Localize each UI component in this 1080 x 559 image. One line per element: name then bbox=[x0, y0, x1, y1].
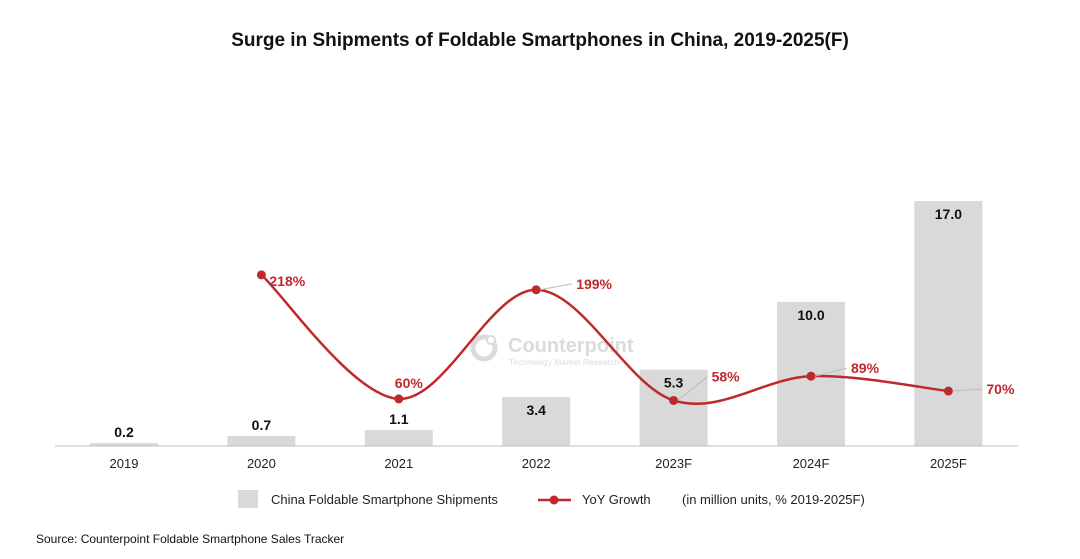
growth-point-2023F bbox=[669, 395, 679, 405]
growth-leader-line bbox=[677, 376, 708, 401]
growth-point-2025F bbox=[943, 386, 953, 396]
units-note: (in million units, % 2019-2025F) bbox=[682, 492, 865, 507]
counterpoint-watermark: Counterpoint Technology Market Research bbox=[470, 334, 634, 367]
bar-2025F bbox=[914, 201, 983, 446]
x-tick-label-2021: 2021 bbox=[384, 456, 413, 471]
growth-leader-line bbox=[814, 367, 848, 377]
growth-label-2020: 218% bbox=[269, 273, 305, 289]
bar-2021 bbox=[364, 430, 433, 446]
bar-label-2021: 1.1 bbox=[389, 411, 409, 427]
x-tick-label-2019: 2019 bbox=[110, 456, 139, 471]
growth-leader-line bbox=[952, 388, 983, 392]
bar-label-2022: 3.4 bbox=[526, 402, 546, 418]
legend: China Foldable Smartphone Shipments YoY … bbox=[238, 490, 865, 508]
bar-2023F bbox=[639, 369, 708, 446]
bar-label-2023F: 5.3 bbox=[664, 375, 684, 391]
x-tick-label-2025F: 2025F bbox=[930, 456, 967, 471]
growth-label-2025F: 70% bbox=[986, 381, 1015, 397]
growth-point-2022 bbox=[531, 285, 541, 295]
bar-2022 bbox=[502, 397, 571, 446]
bar-2019 bbox=[90, 443, 158, 446]
x-tick-label-2022: 2022 bbox=[522, 456, 551, 471]
growth-label-2024F: 89% bbox=[851, 360, 880, 376]
x-tick-label-2023F: 2023F bbox=[655, 456, 692, 471]
growth-leader-line bbox=[540, 283, 573, 291]
growth-point-2021 bbox=[394, 394, 404, 404]
legend-label-shipments: China Foldable Smartphone Shipments bbox=[271, 492, 498, 507]
bar-label-2024F: 10.0 bbox=[797, 307, 824, 323]
bar-label-2025F: 17.0 bbox=[935, 206, 962, 222]
watermark-brand: Counterpoint bbox=[508, 335, 634, 357]
growth-label-2022: 199% bbox=[576, 276, 612, 292]
growth-label-2023F: 58% bbox=[712, 368, 741, 384]
legend-marker-growth bbox=[549, 495, 559, 505]
growth-point-2024F bbox=[806, 371, 816, 381]
growth-label-2021: 60% bbox=[395, 375, 424, 391]
bar-label-2019: 0.2 bbox=[114, 424, 134, 440]
growth-line bbox=[260, 273, 949, 406]
watermark-tagline: Technology Market Research bbox=[509, 357, 619, 367]
source-note: Source: Counterpoint Foldable Smartphone… bbox=[36, 532, 345, 546]
legend-label-growth: YoY Growth bbox=[582, 492, 651, 507]
chart-plot: Counterpoint Technology Market Research … bbox=[55, 201, 1018, 508]
x-tick-label-2024F: 2024F bbox=[793, 456, 830, 471]
bar-label-2020: 0.7 bbox=[252, 417, 272, 433]
growth-point-2020 bbox=[256, 270, 266, 280]
legend-swatch-shipments bbox=[238, 490, 258, 508]
chart-title: Surge in Shipments of Foldable Smartphon… bbox=[231, 30, 849, 51]
bar-2020 bbox=[227, 435, 296, 446]
x-tick-label-2020: 2020 bbox=[247, 456, 276, 471]
